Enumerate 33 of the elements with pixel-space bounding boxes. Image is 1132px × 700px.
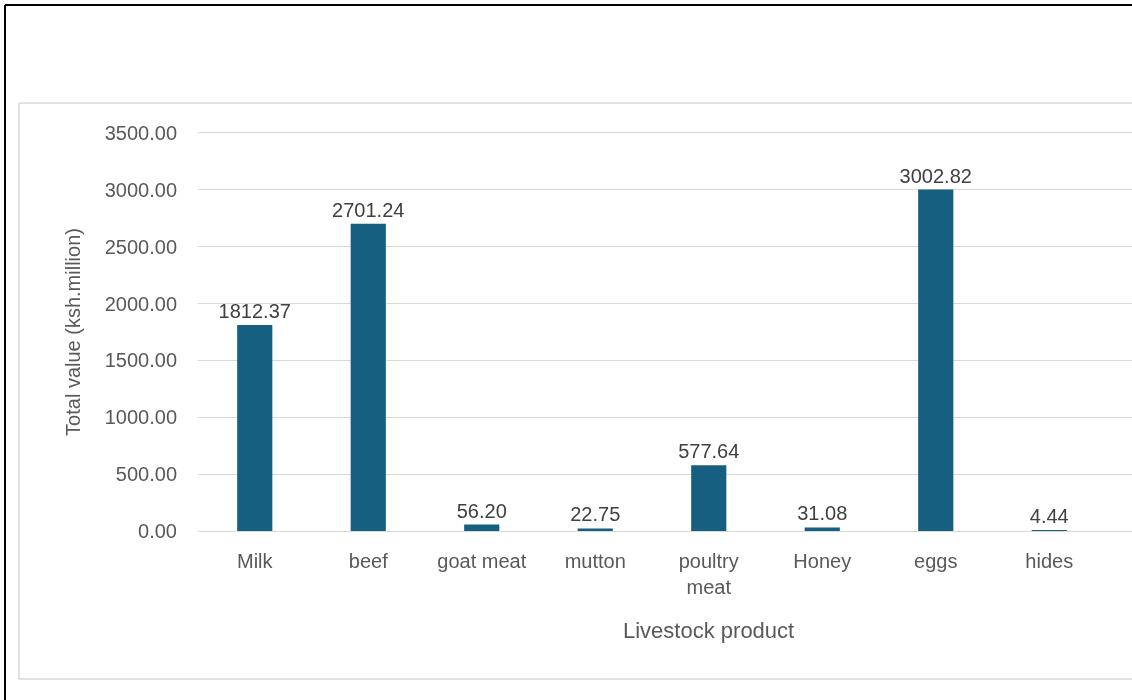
y-tick-label: 2500.00: [104, 235, 177, 258]
data-label: 22.75: [570, 503, 621, 526]
x-tick-label: eggs: [914, 550, 958, 573]
bar: [237, 324, 273, 531]
x-tick-label: mutton: [564, 550, 626, 573]
y-tick-label: 500.00: [115, 463, 177, 486]
bar: [464, 524, 500, 531]
x-tick-label: Honey: [793, 550, 852, 573]
x-tick-label: hides: [1025, 550, 1074, 573]
data-label: 4.44: [1029, 505, 1069, 527]
x-axis-title: Livestock product: [623, 618, 795, 643]
bar: [918, 189, 954, 531]
y-tick-label: 3500.00: [104, 122, 177, 144]
y-tick-label: 1500.00: [104, 349, 177, 372]
x-tick-label: beef: [348, 550, 389, 573]
y-tick-label: 1000.00: [104, 406, 177, 429]
x-tick-label: goat meat: [437, 550, 527, 573]
bar: [804, 527, 840, 531]
data-label: 2701.24: [332, 198, 405, 221]
y-tick-label: 3000.00: [104, 178, 177, 201]
data-label: 56.20: [456, 499, 507, 522]
data-label: 31.08: [797, 502, 848, 525]
data-label: 577.64: [678, 440, 740, 463]
y-tick-label: 2000.00: [104, 292, 177, 315]
y-tick-label: 0.00: [138, 520, 177, 542]
bar: [577, 528, 613, 531]
bar: [350, 223, 386, 531]
bar: [691, 465, 727, 531]
x-tick-label: poultry meat: [678, 550, 739, 599]
y-axis-title: Total value (ksh.million): [62, 228, 85, 436]
data-label: 3002.82: [899, 164, 972, 187]
x-tick-label: Milk: [236, 550, 274, 573]
data-label: 1812.37: [218, 299, 291, 322]
